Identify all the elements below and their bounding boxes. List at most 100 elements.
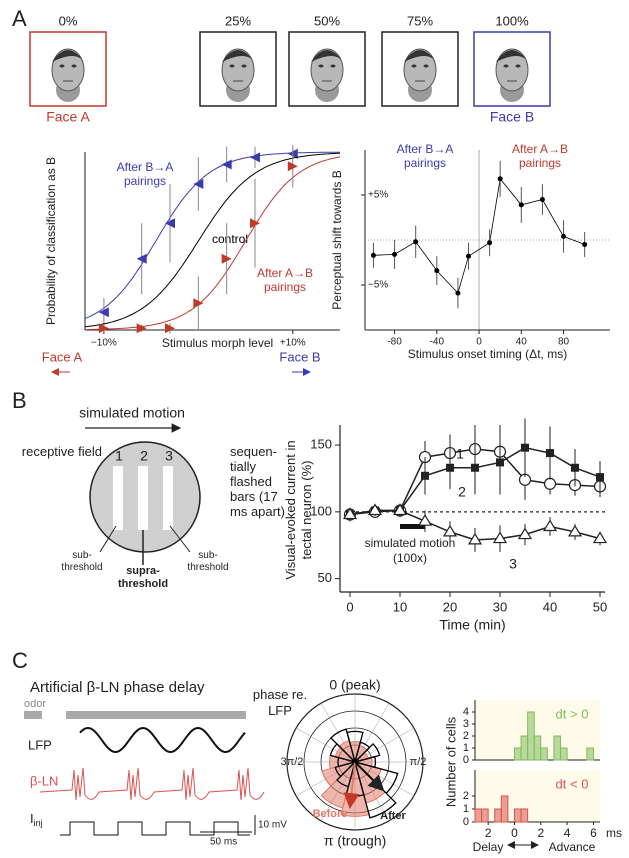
sub-threshold-label-box: sub-threshold bbox=[61, 550, 103, 573]
histogram-bar bbox=[513, 808, 522, 823]
marker bbox=[392, 503, 408, 516]
x-tick-label: 80 bbox=[558, 337, 570, 348]
morph-label: 50% bbox=[314, 13, 340, 28]
marker bbox=[518, 202, 524, 208]
face bbox=[495, 48, 529, 92]
series-label: 1 bbox=[456, 446, 464, 462]
histogram-bar bbox=[527, 711, 535, 761]
eye bbox=[318, 64, 324, 68]
marker bbox=[165, 218, 175, 229]
injection-sub: inj bbox=[34, 818, 43, 828]
eye bbox=[411, 64, 417, 68]
histogram-bar bbox=[586, 747, 594, 761]
x-tick-label: 40 bbox=[543, 599, 557, 614]
y-tick-label: 2 bbox=[463, 790, 469, 802]
marker bbox=[465, 253, 471, 259]
series-label: After B→A pairings bbox=[116, 160, 174, 188]
y-tick-label: 0 bbox=[463, 816, 469, 828]
marker bbox=[539, 197, 545, 202]
series-label: After A→B pairings bbox=[256, 266, 314, 294]
marker bbox=[250, 152, 260, 163]
panel-label: A bbox=[12, 6, 27, 31]
before-arrow bbox=[343, 761, 360, 809]
eye bbox=[515, 64, 521, 68]
annotation: After B→A pairings bbox=[396, 142, 454, 170]
marker bbox=[221, 159, 232, 170]
marker bbox=[434, 268, 440, 274]
y-tick-label: 100 bbox=[310, 503, 332, 518]
eye bbox=[241, 64, 247, 68]
x-tick-label: 6 bbox=[590, 826, 597, 840]
marker bbox=[417, 514, 433, 526]
flashed-bars-label: sequen-tially flashed bars (17 ms apart) bbox=[230, 444, 285, 519]
marker bbox=[571, 463, 579, 472]
series-label: control bbox=[211, 232, 249, 246]
beta-ln-label: β-LN bbox=[30, 773, 58, 788]
eye bbox=[229, 64, 235, 68]
pointer bbox=[169, 525, 191, 553]
odor-bar bbox=[66, 711, 246, 719]
histogram-label: dt < 0 bbox=[556, 776, 589, 791]
histogram-bar bbox=[520, 808, 529, 823]
y-axis-label: Number of cells bbox=[443, 716, 458, 807]
after-wedge bbox=[352, 743, 381, 764]
y-tick-label: 1 bbox=[463, 803, 469, 815]
x-tick-label: -40 bbox=[430, 337, 445, 348]
beta-ln-trace bbox=[39, 767, 265, 801]
stimulus-bar bbox=[400, 524, 425, 529]
face-a-axis-label: Face A bbox=[42, 349, 83, 364]
histogram-label: dt > 0 bbox=[556, 706, 589, 721]
advance-label: Advance bbox=[549, 840, 596, 854]
marker bbox=[136, 253, 147, 264]
face-hair bbox=[222, 50, 254, 62]
marker bbox=[342, 507, 358, 520]
x-tick-label: −10% bbox=[91, 338, 117, 349]
y-axis-label-box: Visual-evoked current in tectal neuron (… bbox=[283, 440, 314, 579]
odor-label: odor bbox=[24, 698, 46, 710]
face-b-axis-label: Face B bbox=[279, 349, 320, 364]
sub-threshold-label-box: sub-threshold bbox=[187, 550, 229, 573]
histogram-bar bbox=[474, 808, 483, 823]
marker bbox=[421, 471, 429, 480]
y-tick-label: +5% bbox=[368, 190, 388, 201]
y-tick-label: 1 bbox=[463, 742, 469, 754]
after-wedge bbox=[336, 759, 357, 788]
face-hair bbox=[52, 50, 84, 62]
y-tick-label: 3 bbox=[463, 718, 469, 730]
fit-curve bbox=[84, 152, 341, 328]
x-tick-label: 2 bbox=[537, 826, 544, 840]
x-tick-label: 0 bbox=[346, 599, 353, 614]
receptive-field-label: receptive field bbox=[21, 444, 102, 459]
injection-trace bbox=[60, 821, 250, 836]
histogram-bar bbox=[494, 808, 502, 823]
voltage-scale: 10 mV bbox=[258, 820, 287, 831]
marker bbox=[561, 233, 567, 239]
after-wedge bbox=[334, 760, 358, 778]
marker bbox=[193, 298, 204, 309]
face bbox=[51, 48, 85, 92]
series-label-box: control bbox=[211, 232, 249, 246]
marker bbox=[446, 463, 454, 472]
eye bbox=[503, 64, 509, 68]
fit-curve bbox=[85, 156, 341, 331]
face-hair bbox=[404, 50, 436, 62]
y-tick-label: 150 bbox=[310, 436, 332, 451]
sub-threshold-label: sub-threshold bbox=[61, 550, 103, 573]
before-label: Before bbox=[313, 808, 348, 820]
marker bbox=[370, 252, 376, 258]
marker bbox=[467, 532, 483, 545]
odor-bar bbox=[24, 711, 42, 719]
eye bbox=[330, 64, 336, 68]
marker bbox=[392, 251, 398, 257]
marker bbox=[582, 242, 588, 247]
annotation-box: After A→B pairings bbox=[512, 142, 568, 170]
sub-threshold-label: sub-threshold bbox=[187, 550, 229, 573]
after-arrow bbox=[354, 761, 385, 792]
series-label-box: After A→B pairings bbox=[256, 266, 314, 294]
eye bbox=[59, 64, 65, 68]
phase-label-box: phase re. LFP bbox=[253, 687, 307, 718]
marker bbox=[442, 524, 458, 537]
supra-threshold-label-box: supra-threshold bbox=[118, 565, 168, 590]
face bbox=[403, 48, 437, 92]
y-tick-label: 0 bbox=[463, 754, 469, 766]
